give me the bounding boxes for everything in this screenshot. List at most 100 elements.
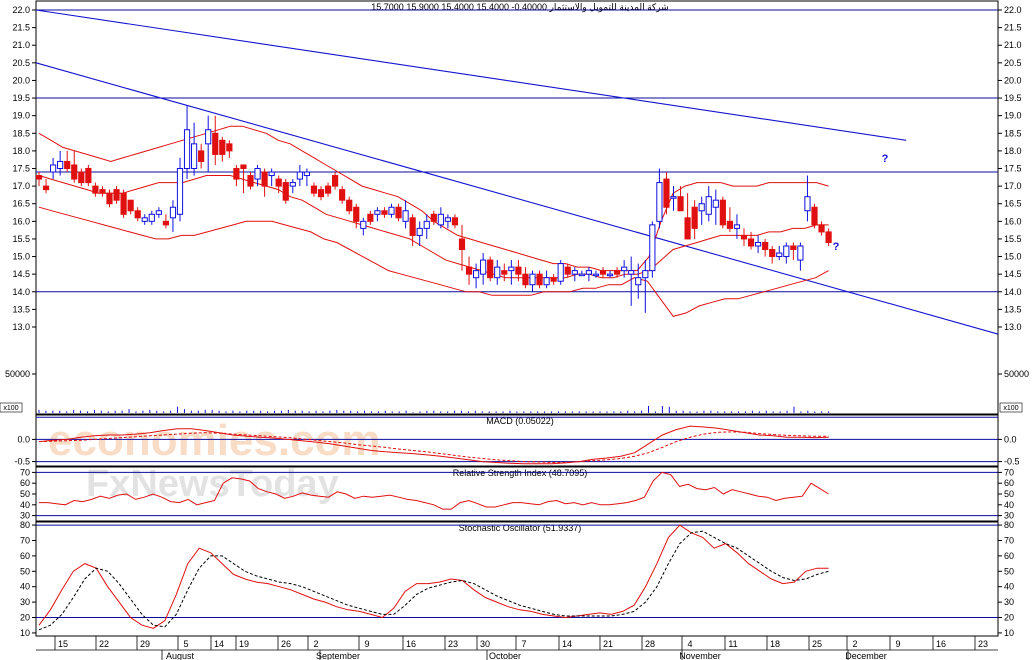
price-ylabel-right: 15.5 bbox=[1004, 234, 1022, 244]
bollinger-lower-line bbox=[38, 206, 829, 317]
price-ylabel-left: 20.5 bbox=[12, 58, 30, 68]
candle-down bbox=[127, 199, 134, 212]
stochastic-ylabel-right: 40 bbox=[1004, 582, 1014, 592]
candle-down bbox=[324, 185, 332, 194]
macd-ylabel-left: 0.0 bbox=[17, 434, 30, 444]
candle-down bbox=[78, 171, 85, 184]
x-axis-day-label: 9 bbox=[364, 639, 369, 649]
candle-up bbox=[444, 217, 451, 222]
price-ylabel-right: 16.0 bbox=[1004, 216, 1022, 226]
macd-title: MACD (0.05022) bbox=[486, 416, 554, 426]
candle-down bbox=[113, 189, 120, 201]
candle-up bbox=[148, 213, 155, 222]
x-axis-day-label: 29 bbox=[140, 639, 150, 649]
candle-up bbox=[783, 245, 790, 258]
candle-down bbox=[71, 164, 78, 180]
stochastic-panel: Stochastic Oscillator (51.9337) 80 80 70 70 6… bbox=[20, 520, 1014, 638]
macd-panel: MACD (0.05022) 0.0 0.0 -0.5 -0.5 bbox=[14, 416, 1019, 467]
candle-down bbox=[226, 143, 233, 152]
x-axis-day-label: 21 bbox=[603, 639, 613, 649]
candle-down bbox=[747, 238, 755, 247]
candle-down bbox=[353, 206, 360, 222]
candle-down bbox=[134, 210, 141, 219]
price-ylabel-right: 20.5 bbox=[1004, 58, 1022, 68]
price-ylabel-left: 14.5 bbox=[12, 269, 30, 279]
candle-up bbox=[480, 259, 487, 275]
candle-up bbox=[155, 210, 162, 215]
candle-down bbox=[346, 199, 353, 212]
stochastic-ylabel-left: 10 bbox=[20, 628, 30, 638]
stochastic-ylabel-right: 70 bbox=[1004, 535, 1014, 545]
price-ylabel-left: 15.5 bbox=[12, 234, 30, 244]
price-ylabel-right: 13.0 bbox=[1004, 322, 1022, 332]
stochastic-ylabel-left: 30 bbox=[20, 597, 30, 607]
candle-down bbox=[85, 168, 92, 184]
candle-down bbox=[212, 132, 219, 155]
x-axis-day-label: 16 bbox=[406, 639, 416, 649]
candle-down bbox=[536, 273, 543, 286]
annotation-question-mark: ? bbox=[833, 241, 840, 253]
x-axis-month-label: October bbox=[489, 651, 521, 660]
candle-down bbox=[726, 220, 733, 229]
candle-up bbox=[755, 241, 762, 247]
x-axis-day-label: 2 bbox=[313, 639, 318, 649]
price-ylabel-left: 14.0 bbox=[12, 287, 30, 297]
candle-up bbox=[57, 160, 64, 169]
candle-down bbox=[367, 213, 374, 222]
candle-down bbox=[42, 185, 50, 191]
trend-line bbox=[35, 9, 907, 141]
stochastic-d-line bbox=[38, 530, 829, 631]
candle-down bbox=[219, 139, 226, 155]
rsi-ylabel-left: 60 bbox=[20, 478, 30, 488]
x-axis-day-label: 19 bbox=[239, 639, 249, 649]
volume-ylabel-left: 50000 bbox=[5, 369, 30, 379]
x-axis-day-label: 2 bbox=[852, 639, 857, 649]
candle-down bbox=[120, 192, 127, 215]
volume-scale-label-right: x100 bbox=[1003, 405, 1018, 412]
x-axis-day-label: 14 bbox=[562, 639, 572, 649]
candle-down bbox=[99, 189, 106, 194]
macd-ylabel-right: -0.5 bbox=[1004, 457, 1020, 467]
candle-down bbox=[818, 224, 825, 233]
candle-up bbox=[656, 182, 663, 222]
candle-up bbox=[254, 168, 261, 180]
candle-up bbox=[416, 227, 423, 236]
macd-frame bbox=[35, 414, 999, 467]
candle-up bbox=[698, 203, 705, 212]
candle-up bbox=[296, 171, 303, 180]
candle-down bbox=[395, 206, 402, 219]
candle-down bbox=[769, 249, 776, 258]
x-axis-day-label: 23 bbox=[978, 639, 988, 649]
candle-down bbox=[64, 160, 71, 169]
candle-up bbox=[508, 266, 515, 272]
volume-panel: 50000 50000 x100 x100 bbox=[0, 369, 1029, 413]
rsi-title: Relative Strength Index (48.7095) bbox=[453, 468, 588, 478]
candle-up bbox=[733, 224, 741, 229]
x-axis-month-label: September bbox=[316, 651, 360, 660]
price-ylabel-left: 17.0 bbox=[12, 181, 30, 191]
candle-down bbox=[501, 270, 508, 275]
candle-down bbox=[106, 192, 113, 205]
rsi-ylabel-right: 50 bbox=[1004, 489, 1014, 499]
candle-down bbox=[282, 182, 289, 201]
candle-up bbox=[141, 217, 148, 222]
candle-up bbox=[268, 171, 275, 177]
watermark: economies.com FxNewsToday bbox=[48, 416, 381, 505]
stochastic-ylabel-right: 10 bbox=[1004, 628, 1014, 638]
candle-up bbox=[169, 206, 177, 219]
stochastic-ylabel-left: 50 bbox=[20, 566, 30, 576]
price-ylabel-left: 15.0 bbox=[12, 252, 30, 262]
candle-up bbox=[402, 210, 409, 222]
price-ylabel-left: 21.5 bbox=[12, 23, 30, 33]
price-ylabel-left: 18.0 bbox=[12, 146, 30, 156]
x-axis-day-label: 23 bbox=[448, 639, 458, 649]
volume-scale-box-right bbox=[999, 402, 1023, 413]
candle-up bbox=[621, 266, 628, 272]
stochastic-ylabel-right: 20 bbox=[1004, 613, 1014, 623]
candle-up bbox=[205, 129, 212, 145]
annotation-question-mark: ? bbox=[882, 153, 889, 165]
x-axis-month-label: November bbox=[679, 651, 721, 660]
candle-down bbox=[310, 185, 318, 194]
stochastic-frame bbox=[35, 521, 999, 637]
